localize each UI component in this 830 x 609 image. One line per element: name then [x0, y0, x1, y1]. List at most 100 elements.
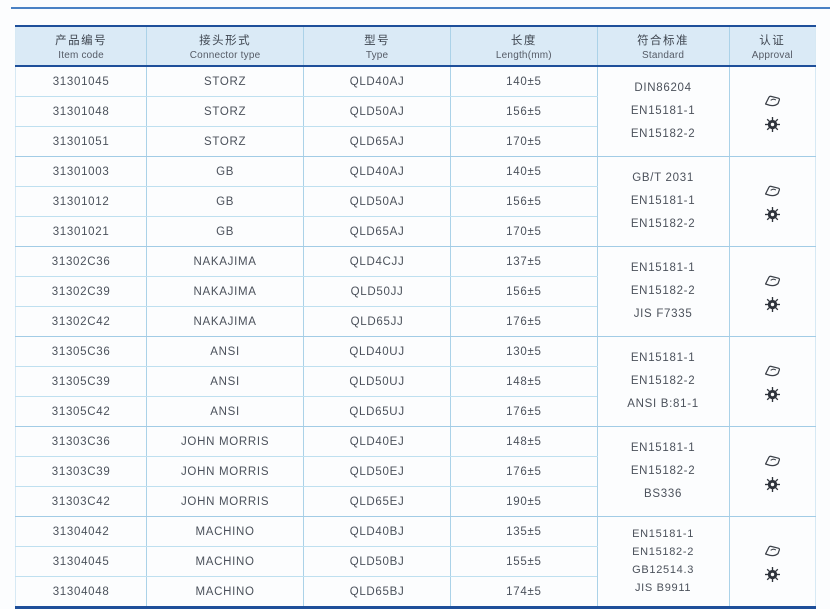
type-cell: QLD40AJ [302, 156, 451, 187]
table-row: 31305C36 ANSI QLD40UJ 130±5 EN15181-1 EN15182… [15, 336, 816, 427]
table-row: 31303C42 JOHN MORRIS QLD65EJ 190±5 [15, 486, 816, 517]
connector-type-cell: NAKAJIMA [146, 246, 304, 277]
header-approval: 认证 Approval [728, 25, 816, 67]
certification-stamp-icon [763, 452, 782, 468]
type-cell: QLD50AJ [302, 96, 451, 127]
item-code-cell: 31302C42 [15, 306, 147, 337]
header-connector-type: 接头形式 Connector type [146, 25, 304, 67]
item-code-cell: 31301048 [15, 96, 147, 127]
certification-stamp-icon [763, 182, 782, 198]
approval-cell [728, 426, 816, 517]
length-cell: 148±5 [450, 426, 598, 457]
standard-line: EN15182-2 [630, 375, 696, 387]
length-cell: 170±5 [450, 216, 598, 247]
standard-line: EN15182-2 [630, 285, 696, 297]
table-group: 31301045 STORZ QLD40AJ 140±5 DIN86204 EN15181… [15, 66, 816, 157]
standard-line: EN15181-1 [632, 528, 695, 540]
header-connector-type-en: Connector type [189, 50, 261, 61]
table-group: 31302C36 NAKAJIMA QLD4CJJ 137±5 EN15181-1 EN1… [15, 246, 816, 337]
connector-type-cell: ANSI [146, 336, 304, 367]
header-type-zh: 型号 [364, 35, 391, 47]
table-group: 31305C36 ANSI QLD40UJ 130±5 EN15181-1 EN15182… [15, 336, 816, 427]
table-header: 产品编号 Item code 接头形式 Connector type 型号 Ty… [15, 25, 816, 67]
header-length-en: Length(mm) [495, 50, 552, 61]
length-cell: 176±5 [450, 456, 598, 487]
standard-line: ANSI B:81-1 [627, 398, 699, 410]
approval-cell [728, 516, 816, 608]
header-item-code-zh: 产品编号 [55, 35, 108, 47]
item-code-cell: 31303C39 [15, 456, 147, 487]
item-code-cell: 31301012 [15, 186, 147, 217]
standard-cell: EN15181-1 EN15182-2 ANSI B:81-1 [596, 336, 730, 427]
header-length: 长度 Length(mm) [450, 25, 598, 67]
type-cell: QLD50JJ [302, 276, 451, 307]
standard-line: JIS F7335 [633, 308, 693, 320]
type-cell: QLD65AJ [302, 126, 451, 157]
type-cell: QLD65EJ [302, 486, 451, 517]
item-code-cell: 31301003 [15, 156, 147, 187]
connector-type-cell: STORZ [146, 66, 304, 97]
type-cell: QLD50AJ [302, 186, 451, 217]
standard-line: GB12514.3 [632, 564, 695, 576]
standard-line: EN15181-1 [630, 262, 696, 274]
length-cell: 140±5 [450, 66, 598, 97]
header-approval-zh: 认证 [759, 35, 786, 47]
item-code-cell: 31303C36 [15, 426, 147, 457]
standard-line: EN15181-1 [630, 105, 696, 117]
standard-cell: EN15181-1 EN15182-2 BS336 [596, 426, 730, 517]
item-code-cell: 31301051 [15, 126, 147, 157]
connector-type-cell: NAKAJIMA [146, 306, 304, 337]
connector-type-cell: GB [146, 216, 304, 247]
item-code-cell: 31302C39 [15, 276, 147, 307]
table-row: 31301021 GB QLD65AJ 170±5 [15, 216, 816, 247]
standard-line: EN15182-2 [630, 465, 696, 477]
type-cell: QLD65BJ [302, 576, 451, 608]
table-row: 31301051 STORZ QLD65AJ 170±5 [15, 126, 816, 157]
item-code-cell: 31302C36 [15, 246, 147, 277]
product-table-container: 产品编号 Item code 接头形式 Connector type 型号 Ty… [15, 25, 816, 609]
table-row: 31303C36 JOHN MORRIS QLD40EJ 148±5 EN15181-1… [15, 426, 816, 517]
standard-line: BS336 [644, 488, 683, 500]
type-cell: QLD65JJ [302, 306, 451, 337]
connector-type-cell: NAKAJIMA [146, 276, 304, 307]
standard-line: EN15181-1 [630, 352, 696, 364]
header-standard: 符合标准 Standard [596, 25, 730, 67]
certification-stamp-icon [763, 362, 782, 378]
table-row: 31304042 MACHINO QLD40BJ 135±5 EN15181-1 EN15… [15, 516, 816, 608]
connector-type-cell: JOHN MORRIS [146, 456, 304, 487]
length-cell: 156±5 [450, 96, 598, 127]
header-standard-zh: 符合标准 [637, 35, 690, 47]
type-cell: QLD4CJJ [302, 246, 451, 277]
connector-type-cell: JOHN MORRIS [146, 426, 304, 457]
approval-cell [728, 336, 816, 427]
item-code-cell: 31303C42 [15, 486, 147, 517]
item-code-cell: 31304042 [15, 516, 147, 547]
header-approval-en: Approval [751, 50, 793, 61]
standard-cell: EN15181-1 EN15182-2 JIS F7335 [596, 246, 730, 337]
table-row: 31302C39 NAKAJIMA QLD50JJ 156±5 [15, 276, 816, 307]
connector-type-cell: ANSI [146, 396, 304, 427]
table-group: 31303C36 JOHN MORRIS QLD40EJ 148±5 EN15181-1… [15, 426, 816, 517]
connector-type-cell: MACHINO [146, 516, 304, 547]
standard-line: EN15181-1 [630, 442, 696, 454]
length-cell: 190±5 [450, 486, 598, 517]
length-cell: 170±5 [450, 126, 598, 157]
table-row: 31304045 MACHINO QLD50BJ 155±5 [15, 546, 816, 577]
standard-cell: EN15181-1 EN15182-2 GB12514.3 JIS B9911 [596, 516, 730, 608]
certification-stamp-icon [763, 92, 782, 108]
type-cell: QLD65UJ [302, 396, 451, 427]
type-cell: QLD40EJ [302, 426, 451, 457]
standard-line: EN15182-2 [630, 218, 696, 230]
header-standard-en: Standard [641, 50, 685, 61]
connector-type-cell: GB [146, 186, 304, 217]
product-spec-table: 产品编号 Item code 接头形式 Connector type 型号 Ty… [15, 25, 816, 609]
table-row: 31301048 STORZ QLD50AJ 156±5 [15, 96, 816, 127]
top-divider-rule [11, 7, 830, 9]
type-approval-wheel-icon [764, 116, 780, 132]
standard-line: JIS B9911 [634, 582, 692, 594]
table-group: 31304042 MACHINO QLD40BJ 135±5 EN15181-1 EN15… [15, 516, 816, 608]
certification-stamp-icon [763, 272, 782, 288]
table-group: 31301003 GB QLD40AJ 140±5 GB/T 2031 EN15181-1… [15, 156, 816, 247]
item-code-cell: 31301021 [15, 216, 147, 247]
type-approval-wheel-icon [764, 386, 780, 402]
